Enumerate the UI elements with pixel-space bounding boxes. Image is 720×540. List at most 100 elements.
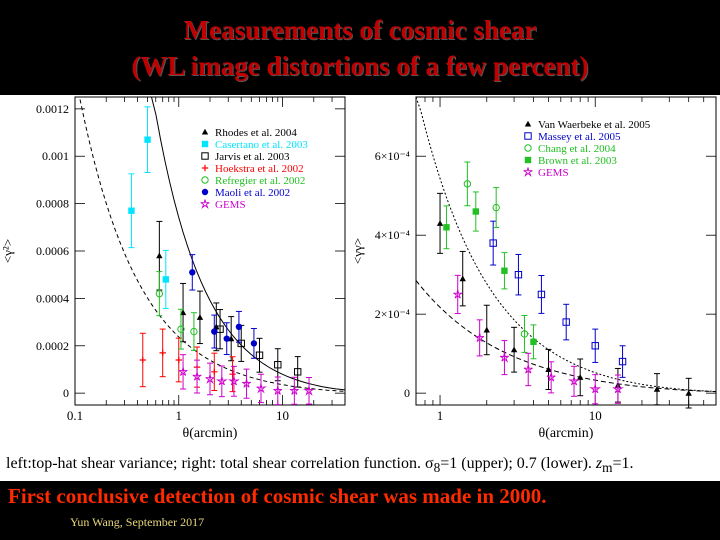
legend-marker bbox=[201, 140, 209, 148]
data-point bbox=[223, 335, 230, 342]
y-axis-label: <γγ> bbox=[350, 238, 365, 264]
caption-sigma: σ bbox=[424, 455, 434, 472]
legend-label: Refregier et al. 2002 bbox=[215, 175, 305, 187]
legend-label: GEMS bbox=[215, 199, 246, 211]
legend-label: Hoekstra et al. 2002 bbox=[215, 163, 304, 175]
slide-title: Measurements of cosmic shear (WL image d… bbox=[0, 12, 720, 84]
data-point bbox=[523, 364, 533, 374]
legend-label: Van Waerbeke et al. 2005 bbox=[538, 119, 651, 131]
data-point bbox=[510, 346, 518, 353]
y-tick-label: 0.0002 bbox=[36, 339, 69, 353]
left-plot-panel: 0.1 1 10 0 0.0002 0.0004 0.0006 0.0008 0.001 0.00… bbox=[0, 95, 348, 447]
data-point bbox=[453, 289, 463, 299]
y-tick-label: 4×10⁻⁴ bbox=[375, 228, 410, 242]
figure-caption: left:top-hat shear variance; right: tota… bbox=[0, 447, 720, 481]
legend-marker bbox=[201, 164, 209, 172]
data-point bbox=[475, 333, 485, 342]
data-point bbox=[242, 379, 252, 388]
model-curve-lower bbox=[415, 280, 717, 393]
legend-marker bbox=[524, 156, 532, 164]
data-point bbox=[211, 368, 218, 376]
y-axis-label: <γ²> bbox=[0, 239, 15, 263]
data-point bbox=[443, 224, 450, 231]
data-point bbox=[159, 349, 166, 357]
footer-credit: Yun Wang, September 2017 bbox=[70, 515, 205, 529]
data-point bbox=[162, 276, 169, 283]
caption-sigma-values: =1 (upper); 0.7 (lower). bbox=[440, 455, 596, 472]
data-point bbox=[216, 325, 224, 333]
data-point bbox=[205, 374, 215, 385]
y-tick-label: 0 bbox=[63, 386, 69, 400]
legend-label: Jarvis et al. 2003 bbox=[215, 151, 290, 163]
data-point bbox=[685, 389, 692, 396]
legend-label: GEMS bbox=[538, 167, 569, 179]
caption-z-value: =1. bbox=[612, 455, 634, 472]
data-point bbox=[576, 374, 584, 380]
data-point bbox=[189, 269, 196, 276]
data-point bbox=[190, 327, 198, 336]
data-point bbox=[514, 270, 523, 279]
data-point bbox=[537, 290, 546, 299]
data-point bbox=[235, 323, 243, 331]
data-point bbox=[520, 330, 529, 338]
data-point bbox=[472, 208, 480, 215]
x-axis-label: θ(arcmin) bbox=[183, 426, 238, 441]
right-plot-panel: 1 10 0 2×10⁻⁴ 4×10⁻⁴ 6×10⁻⁴ θ(arcmin) <γγ> Van W… bbox=[348, 95, 720, 447]
legend-label: Chang et al. 2004 bbox=[538, 143, 616, 155]
title-line-1: Measurements of cosmic shear bbox=[183, 15, 537, 45]
data-point bbox=[289, 386, 299, 395]
x-tick-label: 0.1 bbox=[67, 408, 83, 423]
data-point bbox=[499, 352, 509, 363]
y-tick-label: 0.001 bbox=[42, 149, 69, 163]
legend-marker bbox=[201, 152, 209, 160]
data-point bbox=[492, 203, 500, 212]
data-point bbox=[546, 372, 556, 382]
data-point bbox=[274, 361, 282, 369]
legend-marker bbox=[201, 128, 209, 135]
data-point bbox=[303, 386, 314, 396]
caption-z-sub: m bbox=[602, 460, 613, 476]
y-tick-label: 0.0012 bbox=[36, 102, 69, 116]
caption-z: z bbox=[595, 455, 603, 472]
data-point bbox=[155, 289, 164, 298]
data-point bbox=[562, 318, 570, 326]
data-point bbox=[196, 314, 204, 320]
y-tick-label: 2×10⁻⁴ bbox=[375, 307, 410, 321]
data-point bbox=[192, 371, 202, 381]
model-curve-upper bbox=[415, 96, 717, 392]
data-point bbox=[215, 376, 228, 386]
legend-marker bbox=[201, 188, 209, 196]
data-point bbox=[483, 326, 490, 333]
data-point bbox=[618, 357, 627, 366]
data-point bbox=[175, 356, 182, 364]
data-point bbox=[139, 356, 146, 364]
legend-label: Casertano et al. 2003 bbox=[215, 139, 308, 151]
model-curve-upper bbox=[75, 96, 346, 391]
data-point bbox=[612, 384, 624, 394]
data-point bbox=[144, 136, 151, 143]
x-axis-label: θ(arcmin) bbox=[539, 426, 594, 441]
data-point bbox=[256, 383, 267, 394]
data-point bbox=[229, 371, 236, 378]
plot-frame bbox=[415, 96, 717, 406]
legend-marker bbox=[524, 120, 532, 127]
x-tick-label: 1 bbox=[176, 408, 183, 423]
data-point bbox=[128, 207, 135, 214]
data-point bbox=[293, 368, 302, 376]
data-point bbox=[489, 239, 497, 247]
shear-correlation-chart: 1 10 0 2×10⁻⁴ 4×10⁻⁴ 6×10⁻⁴ θ(arcmin) <γγ> Van W… bbox=[350, 96, 717, 441]
legend-label: Massey et al. 2005 bbox=[538, 131, 621, 143]
legend-marker bbox=[201, 176, 209, 184]
x-tick-label: 10 bbox=[276, 408, 289, 423]
legend-marker bbox=[524, 132, 532, 140]
headline-statement: First conclusive detection of cosmic she… bbox=[8, 484, 547, 508]
data-point bbox=[653, 386, 661, 392]
data-point bbox=[177, 325, 185, 333]
legend-label: Maoli et al. 2002 bbox=[215, 187, 290, 199]
data-point bbox=[178, 367, 188, 376]
y-tick-label: 0.0008 bbox=[36, 197, 69, 211]
data-point bbox=[436, 220, 444, 226]
data-point bbox=[463, 180, 472, 188]
data-point bbox=[568, 376, 580, 386]
data-point bbox=[255, 351, 264, 359]
